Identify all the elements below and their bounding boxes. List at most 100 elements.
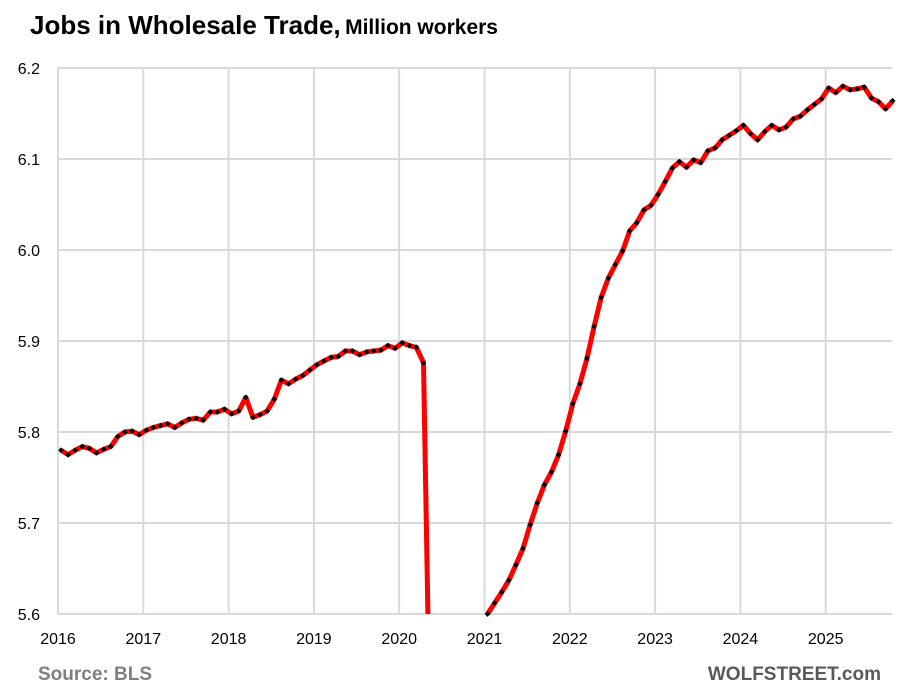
title-units: Million workers bbox=[345, 16, 498, 39]
data-point bbox=[86, 445, 93, 452]
x-tick-label: 2022 bbox=[552, 631, 588, 648]
data-point bbox=[235, 408, 242, 414]
data-point bbox=[726, 132, 733, 139]
data-point bbox=[107, 443, 114, 450]
data-point bbox=[840, 83, 846, 90]
data-point bbox=[555, 451, 562, 458]
data-point bbox=[783, 124, 789, 130]
data-point bbox=[349, 348, 356, 354]
y-tick-label: 5.9 bbox=[18, 334, 40, 351]
data-point bbox=[484, 611, 491, 617]
series-line bbox=[59, 83, 895, 616]
data-point bbox=[328, 354, 334, 361]
data-point bbox=[93, 450, 100, 456]
data-point bbox=[655, 191, 661, 198]
data-point bbox=[825, 85, 832, 91]
data-point bbox=[370, 348, 377, 354]
x-tick-label: 2017 bbox=[126, 631, 162, 648]
data-point bbox=[534, 500, 541, 506]
data-point bbox=[598, 294, 605, 301]
data-point bbox=[278, 377, 285, 383]
x-tick-label: 2019 bbox=[296, 631, 332, 648]
series-jobs bbox=[58, 83, 896, 617]
data-point bbox=[399, 339, 406, 346]
y-tick-label: 5.8 bbox=[18, 425, 40, 442]
data-point bbox=[669, 165, 676, 171]
data-point bbox=[520, 545, 526, 552]
data-point bbox=[242, 394, 249, 401]
data-point bbox=[342, 348, 349, 354]
data-point bbox=[797, 113, 804, 120]
data-point bbox=[363, 349, 370, 355]
data-point bbox=[314, 361, 320, 368]
gridlines bbox=[57, 67, 892, 615]
x-tick-label: 2016 bbox=[40, 631, 76, 648]
data-point bbox=[740, 122, 747, 129]
data-point bbox=[527, 521, 533, 528]
data-point bbox=[868, 95, 875, 101]
y-axis-ticks: 5.6 5.7 5.8 5.9 6.0 6.1 6.2 bbox=[18, 61, 40, 624]
data-point bbox=[406, 342, 413, 349]
x-axis-ticks: 2016 2017 2018 2019 2020 2021 2022 2023 2024 2025 bbox=[40, 631, 843, 648]
data-point bbox=[541, 481, 548, 488]
data-point bbox=[228, 410, 235, 417]
data-point bbox=[832, 89, 839, 96]
data-point bbox=[292, 376, 299, 383]
data-point bbox=[577, 380, 583, 387]
data-point bbox=[584, 355, 590, 362]
y-tick-label: 6.0 bbox=[18, 243, 40, 260]
data-point bbox=[299, 372, 306, 379]
data-point bbox=[712, 145, 718, 151]
data-point bbox=[861, 84, 868, 90]
data-point bbox=[250, 414, 256, 421]
data-point bbox=[129, 428, 135, 434]
data-point bbox=[385, 342, 391, 349]
data-point bbox=[321, 358, 327, 364]
data-point bbox=[221, 406, 228, 413]
data-point bbox=[619, 248, 626, 254]
data-point bbox=[285, 380, 292, 387]
y-tick-label: 5.6 bbox=[18, 607, 40, 624]
data-point bbox=[769, 122, 775, 129]
data-point bbox=[378, 347, 384, 353]
data-point bbox=[612, 261, 619, 268]
x-tick-label: 2018 bbox=[211, 631, 247, 648]
data-point bbox=[847, 87, 853, 93]
x-tick-label: 2024 bbox=[723, 631, 759, 648]
data-point bbox=[548, 469, 555, 475]
data-point bbox=[122, 429, 128, 435]
data-point bbox=[179, 420, 185, 426]
data-point bbox=[754, 137, 761, 143]
data-point bbox=[164, 420, 171, 427]
brand-watermark: WOLFSTREET.com bbox=[707, 664, 881, 685]
data-point bbox=[605, 275, 612, 282]
data-point bbox=[505, 577, 512, 584]
data-point bbox=[193, 415, 199, 422]
y-tick-label: 6.1 bbox=[18, 152, 40, 169]
data-point bbox=[676, 158, 683, 165]
data-point bbox=[818, 96, 825, 102]
data-point bbox=[569, 400, 576, 407]
data-point bbox=[200, 417, 206, 423]
data-point bbox=[491, 600, 498, 606]
data-point bbox=[733, 127, 740, 134]
data-point bbox=[257, 411, 263, 418]
data-point bbox=[854, 86, 860, 92]
data-point bbox=[171, 424, 178, 431]
data-point bbox=[648, 202, 654, 209]
data-point bbox=[719, 137, 725, 143]
data-point bbox=[513, 562, 519, 568]
data-point bbox=[356, 351, 363, 358]
data-point bbox=[790, 116, 796, 122]
data-point bbox=[562, 428, 569, 434]
data-point bbox=[413, 344, 420, 351]
data-point bbox=[420, 360, 427, 366]
data-point bbox=[662, 178, 669, 185]
data-point bbox=[271, 396, 278, 403]
data-point bbox=[79, 443, 86, 450]
data-point bbox=[306, 367, 313, 373]
x-tick-label: 2020 bbox=[381, 631, 417, 648]
data-point bbox=[626, 228, 633, 234]
